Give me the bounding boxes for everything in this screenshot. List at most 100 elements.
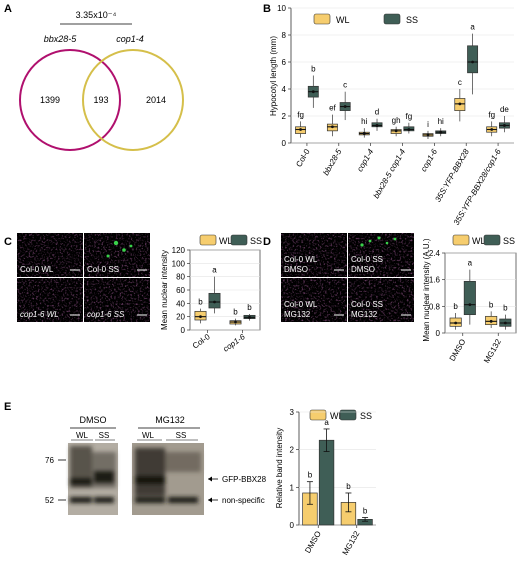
nucleus: [377, 236, 381, 240]
nucleus: [393, 237, 397, 241]
y-tick-label: 6: [282, 58, 287, 67]
venn-pvalue: 3.35x10⁻⁴: [76, 10, 117, 20]
x-tick-label: DMSO: [303, 530, 323, 555]
venn-overlap-count: 193: [93, 95, 108, 105]
blot-treatment-dmso: DMSO: [80, 415, 107, 425]
nucleus: [360, 243, 364, 247]
y-tick-label: 2: [282, 112, 287, 121]
box-mean-point: [489, 319, 493, 323]
legend-ss-key: [483, 234, 501, 246]
band-label-gfp: GFP-BBX28: [222, 475, 267, 484]
venn-right-label: cop1-4: [116, 34, 144, 44]
y-tick-label: 60: [176, 286, 185, 295]
panel-label-d: D: [263, 236, 271, 248]
band-intensity-chart: WL SS Relative band intensity 0 1 2 3 b b a b DM…: [275, 408, 376, 557]
nucleus: [106, 254, 110, 258]
significance-letter: hi: [438, 117, 444, 126]
bar-ss: [318, 439, 335, 526]
x-tick-label: MG132: [482, 337, 503, 365]
y-tick-label: 2: [290, 446, 295, 455]
significance-letter: b: [233, 308, 238, 317]
y-tick-label: 100: [172, 259, 186, 268]
box-mean-point: [458, 102, 462, 106]
western-blot: DMSO MG132 WL SS WL SS 76 52: [45, 415, 267, 515]
significance-letter: fg: [488, 110, 495, 119]
significance-letter: ef: [329, 104, 336, 113]
legend-ss-label: SS: [503, 236, 515, 246]
band: [168, 497, 198, 503]
box-mean-point: [362, 132, 366, 135]
y-tick-label: 0: [282, 139, 287, 148]
box-mean-point: [311, 90, 315, 94]
y-tick-label: 2.4: [429, 249, 441, 258]
significance-letter: a: [212, 266, 217, 275]
y-tick-label: 20: [176, 313, 185, 322]
significance-letter: b: [311, 65, 316, 74]
panel-label-a: A: [4, 3, 12, 15]
panel-label-c: C: [4, 236, 12, 248]
venn-left-label: bbx28-5: [44, 34, 78, 44]
legend-wl-label: WL: [219, 236, 233, 246]
nucleus: [129, 244, 133, 248]
box-mean-point: [439, 130, 443, 134]
legend-ss-key: [383, 13, 401, 25]
micrograph-label-d2b: DMSO: [351, 265, 375, 274]
blot-treatment-mg132: MG132: [155, 415, 185, 425]
blot-lane-3: WL: [142, 431, 155, 440]
x-tick-label: bbx28-5 cop1-4: [372, 147, 408, 200]
y-tick-label: 1: [290, 483, 295, 492]
venn-right-count: 2014: [146, 95, 166, 105]
legend-ss-label: SS: [406, 15, 418, 25]
smear: [165, 452, 201, 472]
x-tick-label: bbx28-5: [321, 147, 344, 177]
blot-lane-1: WL: [76, 431, 89, 440]
smear: [70, 446, 92, 488]
significance-letter: hi: [361, 117, 367, 126]
significance-letter: b: [363, 506, 368, 515]
x-tick-label: cop1-6: [221, 332, 247, 354]
nuclei-green-d: [360, 236, 397, 247]
box-ss: [463, 280, 476, 316]
significance-letter: b: [198, 298, 203, 307]
box-mean-point: [454, 321, 458, 325]
nuclear-intensity-chart-d: WL SS Mean nuclear intensity (A.U.) 0 0.8…: [422, 234, 517, 365]
nucleus: [385, 241, 389, 245]
significance-letter: fg: [406, 112, 413, 121]
micrograph-label-c4: cop1-6 SS: [87, 310, 125, 319]
legend-wl-label: WL: [472, 236, 486, 246]
band: [135, 476, 165, 484]
significance-letter: b: [308, 471, 313, 480]
micrograph-label-d1a: Col-0 WL: [284, 255, 318, 264]
y-axis-title: Relative band intensity: [275, 428, 284, 509]
x-tick-label: DMSO: [448, 338, 468, 363]
x-tick-label: Col-0: [191, 332, 212, 351]
box-mean-point: [343, 105, 347, 108]
legend-wl-key: [199, 234, 217, 246]
box-mean-point: [503, 124, 506, 127]
band-label-nonspecific: non-specific: [222, 496, 265, 505]
box-mean-point: [471, 60, 474, 64]
y-tick-label: 0: [181, 326, 186, 335]
band: [135, 497, 165, 503]
legend-wl-key: [452, 234, 470, 246]
significance-letter: b: [346, 482, 351, 491]
micrograph-label-c3: cop1-6 WL: [20, 310, 59, 319]
nuclei-green-c: [106, 240, 133, 258]
x-tick-label: MG132: [341, 529, 362, 557]
significance-letter: a: [324, 418, 329, 427]
blot-lane-4: SS: [176, 431, 187, 440]
y-axis-title: Hypocotyl length (mm): [269, 36, 278, 116]
hypocotyl-length-chart: WL SS Hypocotyl length (mm) 0 2 4 6 8 10 fg ef h…: [269, 4, 514, 227]
box-mean-point: [426, 133, 430, 137]
micrograph-label-c1: Col-0 WL: [20, 265, 54, 274]
box-mean-point: [299, 128, 302, 131]
nucleus: [113, 240, 119, 246]
significance-letter: a: [470, 23, 475, 32]
y-tick-label: 80: [176, 273, 185, 282]
significance-letter: fg: [297, 110, 304, 119]
y-axis-title: Mean nuclear intensity (A.U.): [422, 238, 431, 341]
micrograph-label-c2: Col-0 SS: [87, 265, 119, 274]
blot-lane-2: SS: [99, 431, 110, 440]
arrow-head-icon: [208, 497, 212, 503]
smear: [135, 448, 165, 496]
